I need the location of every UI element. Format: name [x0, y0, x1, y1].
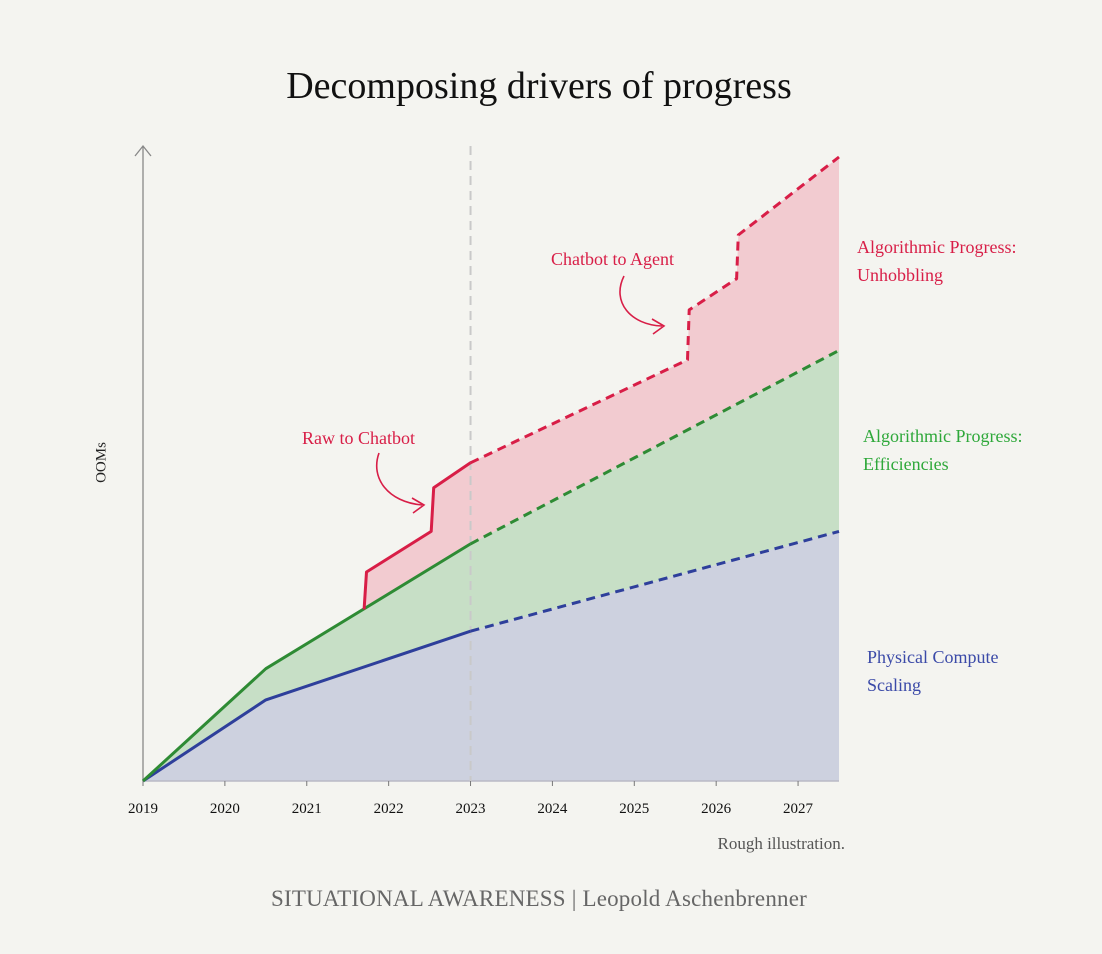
chart-title: Decomposing drivers of progress [286, 65, 792, 107]
area-efficiencies [143, 350, 839, 781]
line-compute-actual [142, 629, 471, 783]
arrow-head-chatbot-to-agent [651, 318, 666, 335]
legend-unhobbling: Algorithmic Progress: Unhobbling [857, 233, 1017, 289]
x-tick-label-2025: 2025 [619, 801, 649, 817]
area-unhobbling [364, 157, 839, 610]
line-compute-projected [470, 529, 840, 633]
illustration-note: Rough illustration. [717, 834, 846, 853]
line-efficiencies-projected [469, 349, 840, 546]
annotation-chatbot-to-agent: Chatbot to Agent [551, 249, 674, 269]
arrow-chatbot-to-agent [619, 275, 663, 327]
legend-efficiencies-line1: Algorithmic Progress: [863, 426, 1023, 446]
y-axis-arrow [134, 144, 152, 157]
x-tick-label-2020: 2020 [210, 801, 240, 817]
legend-unhobbling-line1: Algorithmic Progress: [857, 237, 1017, 257]
legend-unhobbling-line2: Unhobbling [857, 265, 944, 285]
arrow-head-raw-to-chatbot [411, 497, 426, 514]
legend-compute-line1: Physical Compute [867, 647, 999, 667]
area-compute [143, 531, 839, 781]
x-tick-label-2026: 2026 [701, 801, 732, 817]
legend-compute: Physical Compute Scaling [867, 643, 999, 699]
line-unhobbling-projected [469, 155, 840, 465]
x-tick-label-2027: 2027 [783, 801, 814, 817]
x-tick-label-2021: 2021 [292, 801, 322, 817]
line-unhobbling-actual [362, 461, 472, 610]
x-tick-label-2022: 2022 [374, 801, 404, 817]
legend-efficiencies-line2: Efficiencies [863, 454, 949, 474]
line-efficiencies-actual [141, 542, 472, 783]
annotation-raw-to-chatbot: Raw to Chatbot [302, 428, 415, 448]
legend-efficiencies: Algorithmic Progress: Efficiencies [863, 422, 1023, 478]
x-tick-label-2019: 2019 [128, 801, 158, 817]
x-tick-label-2024: 2024 [537, 801, 568, 817]
legend-compute-line2: Scaling [867, 675, 921, 695]
footer-credit: SITUATIONAL AWARENESS | Leopold Aschenbr… [270, 886, 807, 911]
x-tick-label-2023: 2023 [456, 801, 486, 817]
arrow-raw-to-chatbot [375, 452, 423, 506]
